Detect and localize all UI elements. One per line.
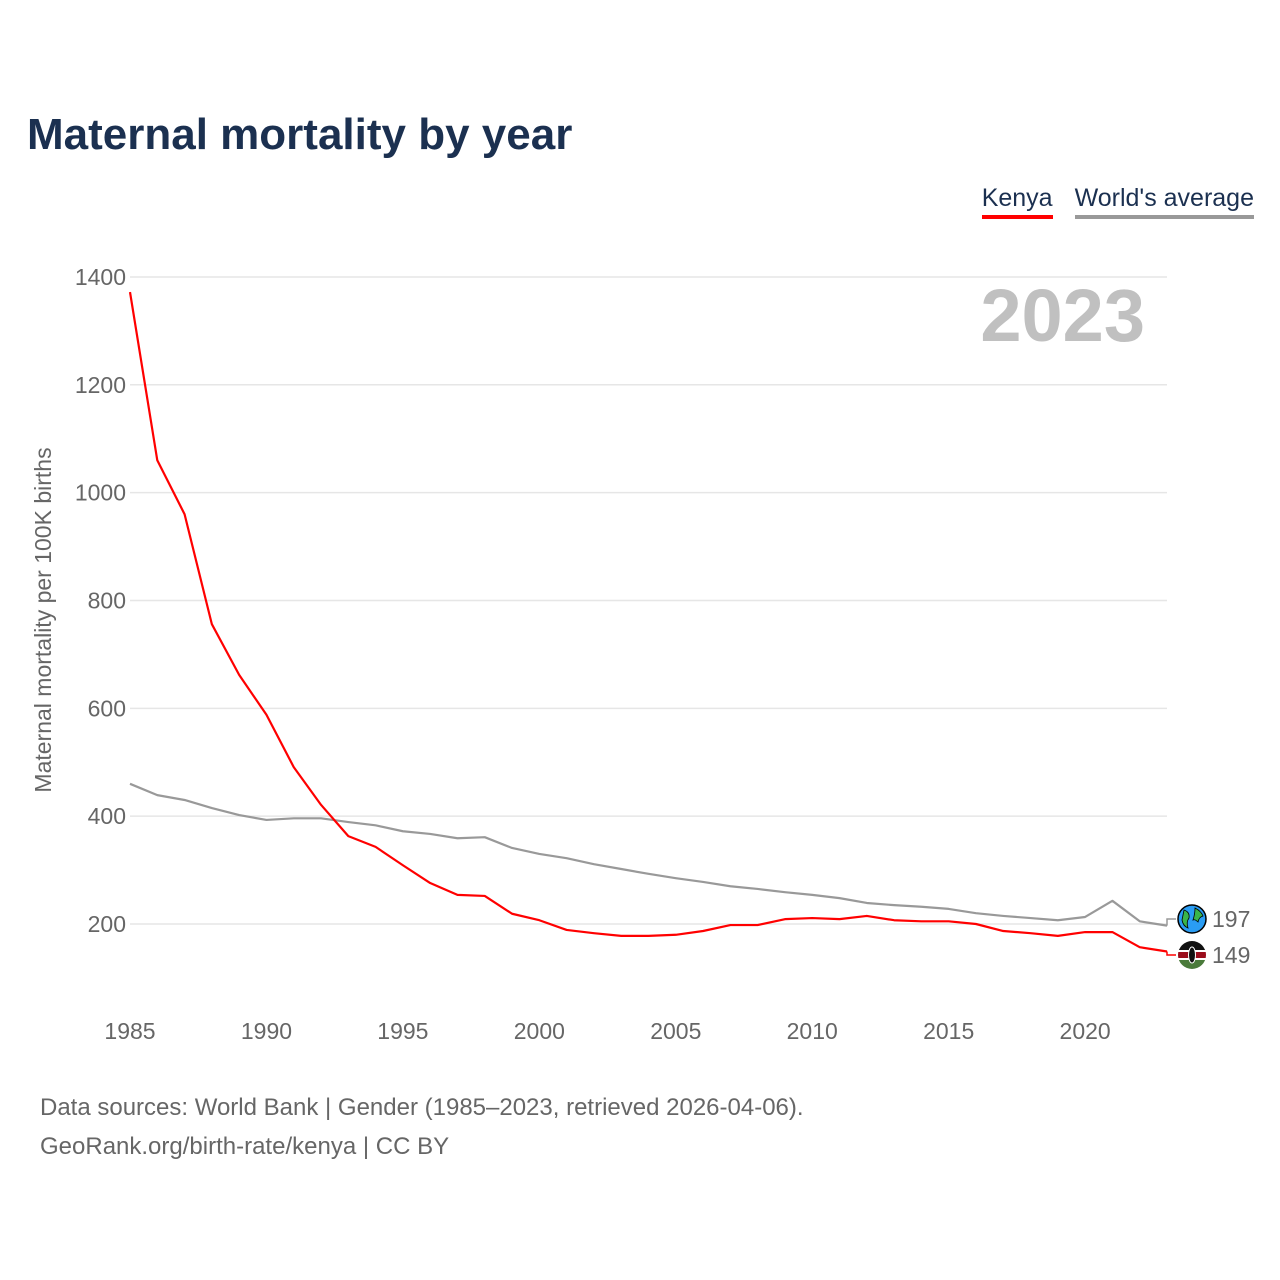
x-tick-label: 1995 — [377, 1018, 428, 1044]
y-tick-label: 200 — [88, 911, 126, 937]
y-tick-label: 400 — [88, 803, 126, 829]
kenya-connector — [1166, 951, 1176, 956]
globe-land-icon — [1181, 907, 1204, 929]
x-tick-label: 1985 — [104, 1018, 155, 1044]
legend-kenya[interactable]: Kenya — [981, 184, 1053, 219]
chart-title: Maternal mortality by year — [27, 110, 573, 159]
y-tick-label: 1200 — [75, 372, 126, 398]
y-tick-label: 600 — [88, 695, 126, 721]
y-axis-label: Maternal mortality per 100K births — [30, 447, 56, 792]
kenya-end-label: 149 — [1212, 942, 1250, 968]
source-link[interactable]: GeoRank.org/birth-rate/kenya | CC BY — [40, 1133, 450, 1160]
year-label: 2023 — [980, 274, 1145, 357]
legend: Kenya World's average — [981, 184, 1254, 219]
world-end-label: 197 — [1212, 906, 1250, 932]
y-tick-label: 1000 — [75, 480, 126, 506]
kenya-line — [128, 291, 1168, 953]
x-tick-label: 2020 — [1060, 1018, 1111, 1044]
source-line: Data sources: World Bank | Gender (1985–… — [40, 1094, 804, 1121]
y-tick-label: 800 — [88, 587, 126, 613]
x-tick-label: 2015 — [923, 1018, 974, 1044]
legend-world[interactable]: World's average — [1074, 184, 1254, 219]
x-tick-label: 2005 — [650, 1018, 701, 1044]
x-tick-label: 2000 — [514, 1018, 565, 1044]
world-connector — [1166, 918, 1176, 926]
world-line — [129, 782, 1168, 927]
source-note: Data sources: World Bank | Gender (1985–… — [40, 1088, 804, 1166]
kenya-flag-icon — [1178, 941, 1206, 969]
y-tick-label: 1400 — [75, 264, 126, 290]
x-tick-label: 1990 — [241, 1018, 292, 1044]
x-tick-label: 2010 — [787, 1018, 838, 1044]
